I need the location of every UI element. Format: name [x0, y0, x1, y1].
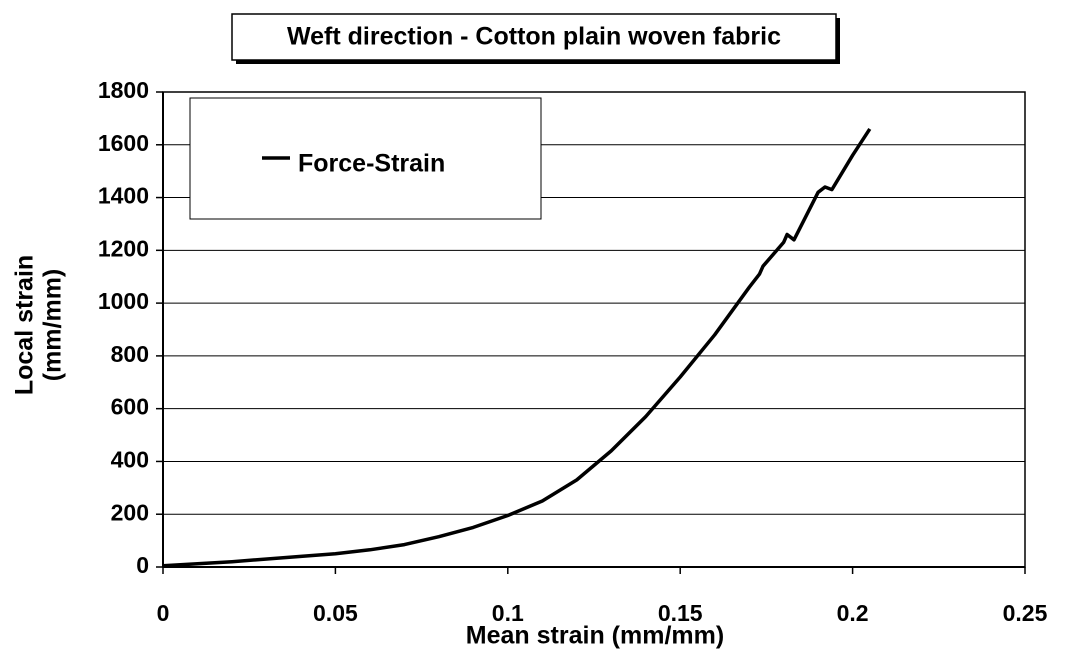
y-tick-label: 0: [136, 552, 149, 578]
x-tick-label: 0: [157, 600, 170, 626]
y-tick-label: 1400: [98, 183, 149, 209]
x-tick-label: 0.15: [658, 600, 703, 626]
x-tick-label: 0.1: [492, 600, 524, 626]
y-tick-label: 1000: [98, 288, 149, 314]
y-tick-label: 800: [111, 341, 149, 367]
y-tick-label: 200: [111, 499, 149, 525]
y-tick-label: 1800: [98, 77, 149, 103]
y-tick-label: 1600: [98, 130, 149, 156]
legend-box: [189, 97, 542, 220]
x-tick-label: 0.2: [837, 600, 869, 626]
y-axis-label: Local strain: [11, 255, 39, 395]
y-tick-label: 400: [111, 447, 149, 473]
y-tick-label: 1200: [98, 235, 149, 261]
title-box: [231, 13, 837, 61]
legend-label: Force-Strain: [298, 150, 445, 178]
chart-title: Weft direction - Cotton plain woven fabr…: [287, 23, 781, 51]
x-tick-label: 0.25: [1003, 600, 1048, 626]
data-line: [162, 127, 872, 568]
x-tick-label: 0.05: [313, 600, 358, 626]
y-tick-label: 600: [111, 394, 149, 420]
y-axis-label: (mm/mm): [39, 269, 67, 382]
x-axis-label: Mean strain (mm/mm): [466, 622, 724, 650]
